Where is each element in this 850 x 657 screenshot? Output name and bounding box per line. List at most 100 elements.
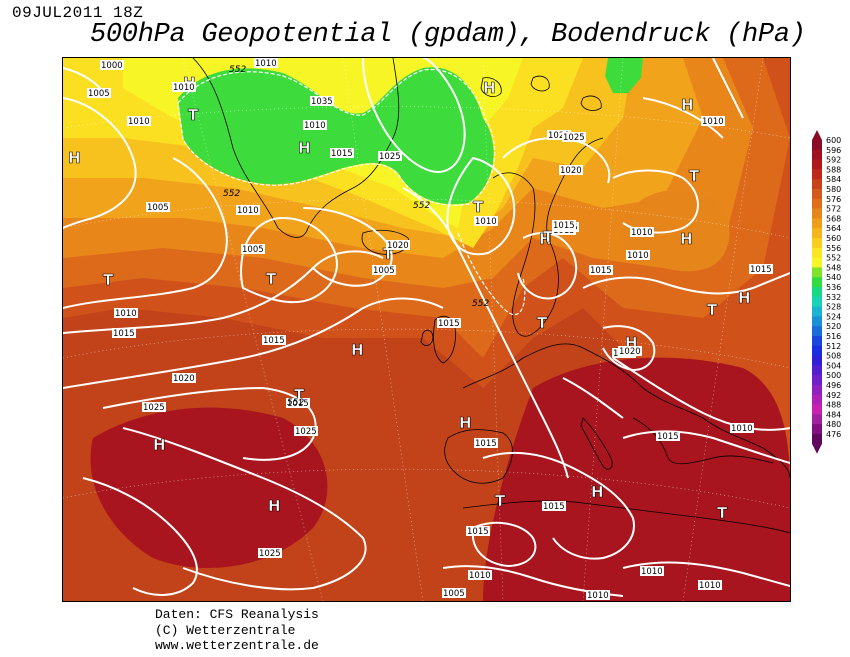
legend-label: 584 (826, 175, 841, 184)
isobar-label-bg (730, 423, 754, 433)
legend-label: 484 (826, 410, 841, 419)
legend-label: 532 (826, 293, 841, 302)
isobar-label: 1010 (469, 571, 491, 581)
isobar-label: 1020 (619, 347, 641, 357)
legend-swatch (812, 336, 822, 347)
legend-label: 500 (826, 371, 841, 380)
isobar-label-bg (372, 265, 396, 275)
isobar-label: 1005 (242, 245, 264, 255)
isobar-label: 1025 (563, 133, 585, 143)
low-pressure-marker: T (188, 106, 199, 124)
legend-swatch (812, 316, 822, 327)
footer: Daten: CFS Reanalysis (C) Wetterzentrale… (155, 607, 319, 654)
isobar-label-bg (701, 116, 725, 126)
isobar-label-bg (474, 438, 498, 448)
isobar-label-bg (310, 96, 334, 106)
chart-title: 500hPa Geopotential (gpdam), Bodendruck … (90, 20, 806, 50)
legend-label: 496 (826, 381, 841, 390)
legend-label: 488 (826, 401, 841, 410)
legend-label: 508 (826, 352, 841, 361)
legend-label: 600 (826, 136, 841, 145)
high-pressure-marker: H (153, 436, 166, 454)
isobar-label: 1010 (173, 83, 195, 93)
legend-label: 504 (826, 361, 841, 370)
legend-swatch (812, 247, 822, 259)
legend-swatch (812, 189, 822, 200)
isobar-label-bg (330, 148, 354, 158)
isobar-label: 1015 (543, 502, 565, 512)
isobar-label: 1020 (387, 241, 409, 251)
isobar-label: 1015 (287, 399, 309, 409)
isobar-label-bg (112, 328, 136, 338)
legend-label: 512 (826, 342, 841, 351)
isobar-label-bg (100, 60, 124, 70)
isobar-label: 1015 (590, 266, 612, 276)
legend-swatch (812, 375, 822, 386)
isobar-label: 1020 (548, 131, 570, 141)
isobar-label: 1015 (657, 432, 679, 442)
isobar-label-bg (146, 202, 170, 212)
legend-label: 588 (826, 165, 841, 174)
isobar-label: 1015 (750, 265, 772, 275)
legend-swatch (812, 218, 822, 229)
legend-label: 560 (826, 234, 841, 243)
isobar-label-bg (698, 580, 722, 590)
isobar-label: 1025 (379, 152, 401, 162)
legend-label: 556 (826, 244, 841, 253)
legend-swatch (812, 404, 822, 415)
copyright-label: (C) Wetterzentrale (155, 622, 296, 638)
high-pressure-marker: H (680, 230, 693, 248)
legend-label: 564 (826, 224, 841, 233)
isobar-label-bg (258, 548, 282, 558)
isobar-label-bg (172, 82, 196, 92)
legend-label: 516 (826, 332, 841, 341)
legend-arrow-top (812, 130, 822, 140)
legend-swatch (812, 326, 822, 337)
legend-swatch (812, 228, 822, 239)
weather-map: HHHHHHHHHHHHHHTTTTTTTTTTTT10001010100510… (62, 57, 791, 602)
legend-swatch (812, 355, 822, 366)
high-pressure-marker: H (483, 79, 496, 97)
legend-swatch (812, 169, 822, 180)
geopotential-label: 552 (229, 65, 246, 75)
high-pressure-marker: H (459, 414, 472, 432)
low-pressure-marker: T (103, 271, 114, 289)
legend-label: 528 (826, 303, 841, 312)
high-pressure-marker: H (268, 497, 281, 515)
legend-label: 536 (826, 283, 841, 292)
high-pressure-marker: H (681, 96, 694, 114)
legend-swatch (812, 424, 822, 435)
isobar-label-bg (114, 308, 138, 318)
geopotential-label: 552 (472, 299, 489, 309)
isobar-label-bg (589, 265, 613, 275)
legend-label: 548 (826, 263, 841, 272)
legend-swatch (812, 159, 822, 170)
high-pressure-marker: H (351, 341, 364, 359)
isobar-label-bg (262, 335, 286, 345)
isobar-label: 1015 (331, 149, 353, 159)
legend-arrow-bottom (812, 443, 822, 454)
high-pressure-marker: H (68, 149, 81, 167)
legend-swatch (812, 179, 822, 190)
isobar-label-bg (241, 244, 265, 254)
isobar-label: 1010 (731, 424, 753, 434)
low-pressure-marker: T (495, 492, 506, 510)
isobar-label-bg (630, 227, 654, 237)
geopotential-label: 552 (223, 189, 240, 199)
isobar-label: 1010 (587, 591, 609, 601)
legend-label: 580 (826, 185, 841, 194)
color-legend: 600 596 592 588 584 580 576 572 568 564 560 556 552 5… (808, 130, 850, 526)
data-source-label: Daten: CFS Reanalysis (155, 607, 319, 622)
legend-swatch (812, 414, 822, 425)
url-label[interactable]: www.wetterzentrale.de (155, 638, 319, 653)
isobar-label: 1010 (699, 581, 721, 591)
legend-swatch (812, 238, 822, 249)
isobar-label-bg (254, 58, 278, 68)
legend-label: 596 (826, 146, 841, 155)
high-pressure-marker: H (298, 139, 311, 157)
legend-label: 572 (826, 205, 841, 214)
isobar-label-bg (378, 151, 402, 161)
isobar-label: 1005 (88, 89, 110, 99)
isobar-label-bg (286, 398, 310, 408)
isobar-label: 1020 (560, 166, 582, 176)
